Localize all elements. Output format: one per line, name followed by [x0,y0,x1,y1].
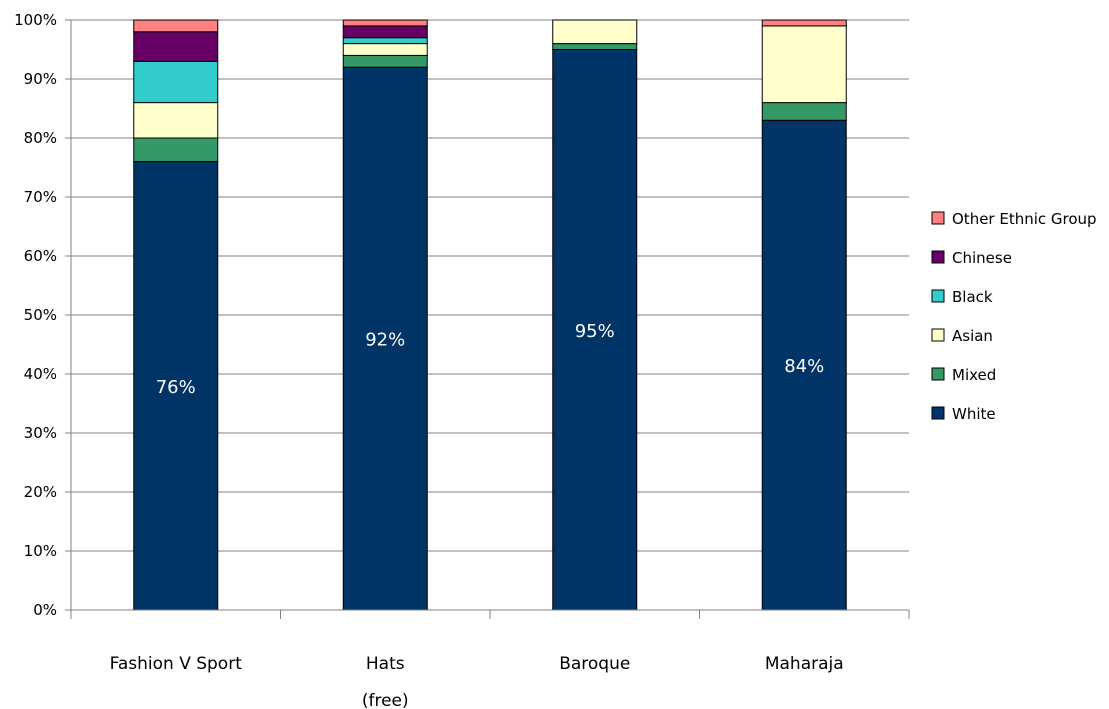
legend-label: Asian [952,327,993,345]
legend-swatch [931,250,945,264]
x-category-label: Hats [366,654,405,674]
bar-segment-black [133,60,219,104]
data-labels: 76% 92% 95% 84% [156,321,825,398]
axes [65,19,910,619]
bar-segment-other-ethnic-group [342,19,428,27]
legend-item: Other Ethnic Group [931,210,1097,228]
legend-label: Chinese [952,249,1012,267]
y-tick-label: 20% [24,483,57,501]
legend-label: Other Ethnic Group [952,210,1097,228]
bar-segment-mixed [133,137,219,163]
legend-item: Asian [931,327,993,345]
x-category-label: Baroque [559,654,630,674]
legend-swatch [931,211,945,225]
x-axis-category-labels: Fashion V Sport Hats (free) Baroque Maharaja [110,654,844,709]
bar-segment-white [552,49,638,611]
data-label: 95% [575,321,615,342]
y-tick-label: 100% [14,11,57,29]
bar-segment-black [342,37,428,45]
y-tick-label: 90% [24,70,57,88]
bar-segment-other-ethnic-group [133,19,219,33]
legend-item: White [931,405,996,423]
bar-segment-mixed [342,54,428,68]
bar-segment-white [133,161,219,611]
bar-segments [133,19,847,611]
bar-segment-asian [761,25,847,104]
bar-segment-mixed [761,102,847,121]
bar-segment-white [761,119,847,611]
legend-swatch [931,328,945,342]
y-tick-label: 50% [24,306,57,324]
y-tick-label: 40% [24,365,57,383]
legend-swatch [931,406,945,420]
data-label: 84% [784,356,824,377]
y-axis-tick-labels: 0% 10% 20% 30% 40% 50% 60% 70% 80% 90% 100% [14,11,57,619]
legend-item: Black [931,288,993,306]
bar-segment-mixed [552,43,638,50]
data-label: 92% [365,330,405,351]
y-tick-label: 0% [33,601,57,619]
legend-label: White [952,405,996,423]
legend: Other Ethnic Group Chinese Black Asian Mixed… [931,210,1097,423]
bar-segment-other-ethnic-group [761,19,847,27]
y-tick-label: 30% [24,424,57,442]
bar-segment-asian [552,19,638,45]
x-category-label: Fashion V Sport [110,654,243,674]
bar-segment-asian [133,102,219,139]
legend-swatch [931,289,945,303]
legend-item: Chinese [931,249,1012,267]
data-label: 76% [156,377,196,398]
y-tick-label: 10% [24,542,57,560]
bar-segment-asian [342,43,428,56]
x-category-label: Maharaja [765,654,844,674]
legend-item: Mixed [931,366,996,384]
x-category-label: (free) [362,691,409,709]
bar-segment-white [342,66,428,611]
bar-segment-chinese [342,25,428,39]
y-tick-label: 80% [24,129,57,147]
y-tick-label: 70% [24,188,57,206]
legend-label: Black [952,288,993,306]
legend-swatch [931,367,945,381]
y-tick-label: 60% [24,247,57,265]
legend-label: Mixed [952,366,996,384]
bar-segment-chinese [133,31,219,62]
